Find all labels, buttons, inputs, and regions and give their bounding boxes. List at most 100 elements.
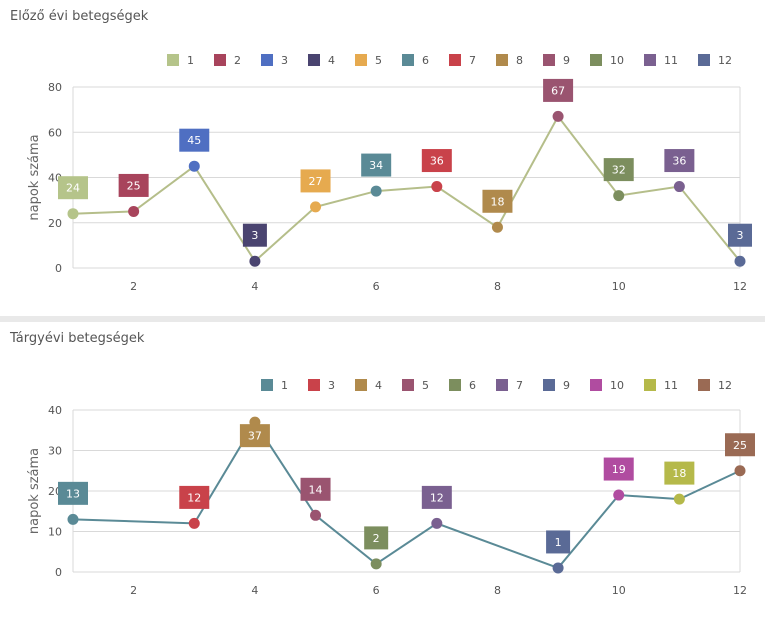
data-label: 25 [733, 439, 747, 452]
x-tick-label: 10 [612, 280, 626, 293]
y-tick-label: 20 [48, 217, 62, 230]
x-tick-label: 12 [733, 280, 747, 293]
data-label-box [179, 128, 210, 152]
legend-swatch [698, 379, 710, 391]
previous-year-chart-panel: Előző évi betegségek 0 20 40 60 80 2 4 6 8 10 12 na… [10, 9, 752, 293]
data-label-box [361, 153, 392, 177]
data-point [249, 255, 261, 267]
data-point [673, 181, 685, 193]
x-tick-label: 2 [130, 280, 137, 293]
x-tick-label: 12 [733, 584, 747, 597]
legend-label: 10 [610, 379, 624, 392]
data-label: 34 [369, 159, 383, 172]
data-label-box [664, 461, 695, 485]
legend-swatch [496, 379, 508, 391]
data-label: 12 [430, 491, 444, 504]
data-label: 1 [555, 536, 562, 549]
legend-swatch [543, 54, 555, 66]
y-tick-label: 80 [48, 81, 62, 94]
data-point [613, 489, 625, 501]
data-label-box [664, 149, 695, 173]
legend-label: 8 [516, 54, 523, 67]
data-label: 67 [551, 84, 565, 97]
legend-label: 3 [281, 54, 288, 67]
legend-label: 6 [422, 54, 429, 67]
x-tick-label: 4 [251, 584, 258, 597]
data-label-box [421, 485, 452, 509]
data-label: 2 [373, 532, 380, 545]
y-axis-label: napok száma [27, 134, 42, 220]
legend-swatch [308, 379, 320, 391]
data-label: 24 [66, 182, 80, 195]
legend-swatch [167, 54, 179, 66]
legend-label: 12 [718, 54, 732, 67]
legend-swatch [543, 379, 555, 391]
legend-swatch [355, 379, 367, 391]
data-label: 27 [309, 175, 323, 188]
legend-label: 5 [375, 54, 382, 67]
data-label-box [728, 223, 752, 247]
data-point [67, 513, 79, 525]
data-point [370, 558, 382, 570]
series-line [72, 114, 741, 263]
legend-swatch [449, 379, 461, 391]
data-point [128, 205, 140, 217]
x-tick-label: 2 [130, 584, 137, 597]
data-label: 18 [672, 467, 686, 480]
x-tick-label: 6 [373, 280, 380, 293]
legend-label: 3 [328, 379, 335, 392]
legend-label: 7 [516, 379, 523, 392]
legend-label: 9 [563, 379, 570, 392]
legend-swatch [644, 379, 656, 391]
legend-swatch [590, 54, 602, 66]
y-tick-label: 60 [48, 126, 62, 139]
data-label: 45 [187, 134, 201, 147]
legend-swatch [590, 379, 602, 391]
data-label: 32 [612, 164, 626, 177]
legend-label: 4 [375, 379, 382, 392]
data-point [431, 517, 443, 529]
data-point [734, 255, 746, 267]
legend-label: 10 [610, 54, 624, 67]
x-tick-label: 8 [494, 280, 501, 293]
data-label: 25 [127, 179, 141, 192]
data-label-box [242, 223, 267, 247]
data-point [310, 509, 322, 521]
x-tick-label: 10 [612, 584, 626, 597]
legend-swatch [644, 54, 656, 66]
data-label: 3 [737, 229, 744, 242]
data-label-box [603, 158, 634, 182]
legend-label: 1 [187, 54, 194, 67]
legend-label: 6 [469, 379, 476, 392]
data-label-box [58, 481, 88, 505]
legend-label: 1 [281, 379, 288, 392]
data-point [188, 160, 200, 172]
data-label-box [725, 433, 755, 457]
data-point [431, 181, 443, 193]
data-point [613, 190, 625, 202]
x-tick-label: 6 [373, 584, 380, 597]
y-tick-label: 10 [48, 526, 62, 539]
legend: 1 3 4 5 6 7 9 10 11 12 [261, 379, 732, 392]
data-label: 19 [612, 463, 626, 476]
chart-title: Előző évi betegségek [10, 9, 149, 24]
y-axis-label: napok száma [27, 448, 42, 534]
data-label-box [546, 530, 571, 554]
legend-swatch [402, 54, 414, 66]
series-line [72, 420, 741, 570]
legend-label: 5 [422, 379, 429, 392]
legend-swatch [261, 54, 273, 66]
x-tick-label: 8 [494, 584, 501, 597]
data-point [552, 562, 564, 574]
data-label-box [364, 526, 389, 550]
legend-swatch [698, 54, 710, 66]
data-label: 18 [490, 195, 504, 208]
data-point [188, 517, 200, 529]
legend-label: 4 [328, 54, 335, 67]
legend-label: 7 [469, 54, 476, 67]
legend-label: 9 [563, 54, 570, 67]
y-tick-label: 0 [55, 566, 62, 579]
legend-swatch [449, 54, 461, 66]
